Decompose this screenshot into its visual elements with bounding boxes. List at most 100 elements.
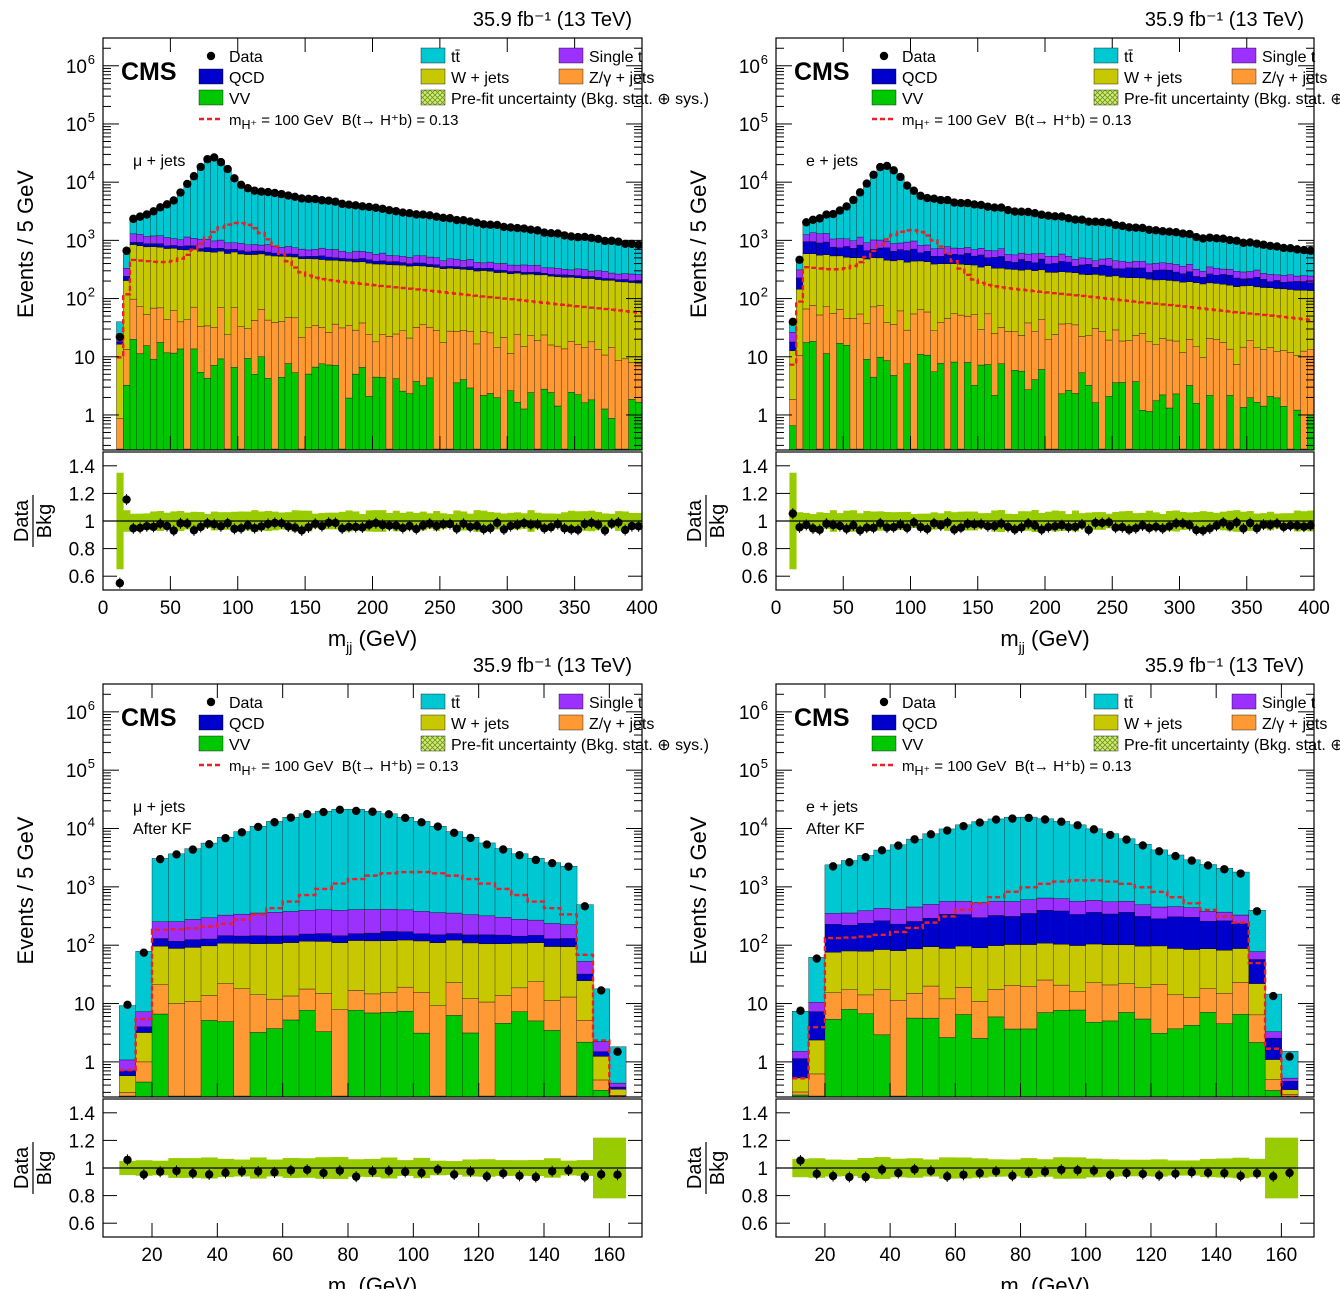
bar-zjets-8 (170, 310, 178, 354)
bar-single-t-30 (1281, 1077, 1299, 1082)
bar-zjets-19 (429, 1005, 447, 1097)
bar-wjets-23 (943, 263, 952, 319)
bar-qcd-15 (1036, 910, 1054, 944)
legend-swatch-ttbar (1093, 693, 1119, 710)
ratio-point-49 (445, 519, 455, 529)
bar-wjets-37 (1038, 269, 1046, 320)
bar-single-t-49 (446, 258, 454, 267)
bar-vv-21 (1134, 1018, 1152, 1097)
ratio-point-65 (1225, 521, 1235, 531)
ratio-point-19 (1106, 1170, 1115, 1180)
bar-vv-3 (809, 340, 817, 450)
x-axis-label: mjj (GeV) (328, 1273, 417, 1289)
bar-zjets-11 (298, 988, 316, 1011)
bar-wjets-18 (237, 253, 246, 327)
ratio-point-67 (1239, 524, 1248, 533)
bar-single-t-0 (792, 1051, 810, 1059)
bar-vv-42 (399, 390, 407, 450)
bar-vv-47 (1105, 396, 1113, 450)
bar-qcd-70 (1260, 279, 1268, 288)
legend-swatch-vv (198, 735, 224, 752)
ratio-area (103, 472, 643, 589)
y-tick-label: 10 (739, 173, 760, 194)
legend-swatch-qcd (871, 714, 897, 731)
bar-qcd-2 (129, 242, 138, 245)
bar-zjets-75 (621, 358, 630, 450)
bar-zjets-16 (1052, 984, 1071, 1011)
bar-wjets-19 (244, 254, 252, 329)
y-tick-label: 10 (739, 703, 760, 724)
bar-zjets-17 (1069, 991, 1087, 1011)
bar-wjets-43 (406, 265, 414, 339)
bar-single-t-5 (873, 908, 891, 921)
bar-wjets-56 (1165, 280, 1174, 341)
bar-zjets-13 (331, 1009, 349, 1097)
bar-wjets-51 (1132, 277, 1140, 336)
bar-ttbar-22 (478, 842, 496, 917)
bar-ttbar-16 (1052, 821, 1071, 899)
bar-ttbar-64 (547, 231, 555, 269)
bar-qcd-64 (1219, 274, 1228, 285)
bar-single-t-20 (251, 244, 259, 252)
bar-ttbar-5 (200, 842, 218, 918)
ratio-point-59 (1185, 521, 1194, 530)
bar-zjets-14 (1020, 986, 1038, 1030)
data-point-52 (465, 217, 475, 226)
data-point-0 (796, 1006, 805, 1015)
bar-wjets-58 (1179, 282, 1187, 353)
bar-ttbar-60 (520, 227, 529, 266)
bar-single-t-63 (540, 267, 549, 274)
bar-single-t-15 (364, 909, 382, 934)
bar-qcd-41 (392, 261, 401, 266)
y-tick-label: 10 (747, 348, 768, 369)
bar-wjets-50 (453, 268, 461, 332)
bar-wjets-74 (1286, 289, 1295, 353)
bar-single-t-31 (997, 248, 1006, 257)
y-tick-label: 1 (757, 1053, 768, 1074)
data-point-7 (237, 828, 247, 837)
ratio-point-25 (284, 522, 293, 531)
bar-vv-59 (1186, 385, 1194, 450)
bar-single-t-15 (890, 243, 898, 252)
bar-zjets-9 (266, 998, 284, 1029)
bar-wjets-15 (890, 260, 898, 325)
bar-single-t-10 (856, 236, 865, 246)
bar-single-t-8 (170, 238, 178, 246)
bar-zjets-9 (176, 321, 185, 350)
data-point-34 (1017, 207, 1026, 216)
ratio-label-top: Data (684, 1146, 706, 1189)
ratio-point-54 (1151, 522, 1161, 532)
bar-wjets-3 (841, 950, 859, 990)
ratio-point-28 (304, 523, 313, 532)
bar-wjets-20 (445, 939, 463, 983)
bar-qcd-28 (977, 254, 986, 268)
bar-vv-23 (494, 1023, 512, 1097)
bar-zjets-10 (183, 319, 192, 450)
bar-single-t-19 (429, 912, 447, 935)
data-point-17 (902, 181, 912, 190)
bar-qcd-52 (466, 266, 475, 270)
bar-zjets-62 (1206, 338, 1214, 396)
bar-single-t-59 (513, 264, 522, 272)
bar-qcd-2 (802, 241, 811, 254)
data-point-65 (1225, 235, 1235, 245)
bar-single-t-60 (1192, 269, 1201, 277)
bar-zjets-49 (446, 330, 454, 450)
bar-wjets-68 (574, 277, 582, 345)
bar-single-t-65 (1226, 269, 1234, 276)
bar-wjets-12 (315, 941, 333, 994)
legend-swatch-ttbar (1093, 47, 1119, 64)
bar-wjets-6 (829, 255, 838, 314)
bar-zjets-39 (379, 334, 387, 378)
bar-ttbar-64 (1219, 238, 1228, 270)
data-point-29 (1269, 991, 1278, 1001)
bar-vv-8 (922, 1017, 940, 1097)
bar-single-t-21 (930, 248, 938, 257)
data-point-28 (304, 194, 313, 204)
bar-wjets-12 (987, 945, 1005, 990)
bar-zjets-27 (1232, 982, 1250, 1015)
ratio-point-53 (1145, 523, 1154, 533)
bar-zjets-12 (197, 326, 205, 373)
bar-qcd-55 (486, 267, 495, 272)
x-tick-label: 20 (141, 1245, 162, 1266)
